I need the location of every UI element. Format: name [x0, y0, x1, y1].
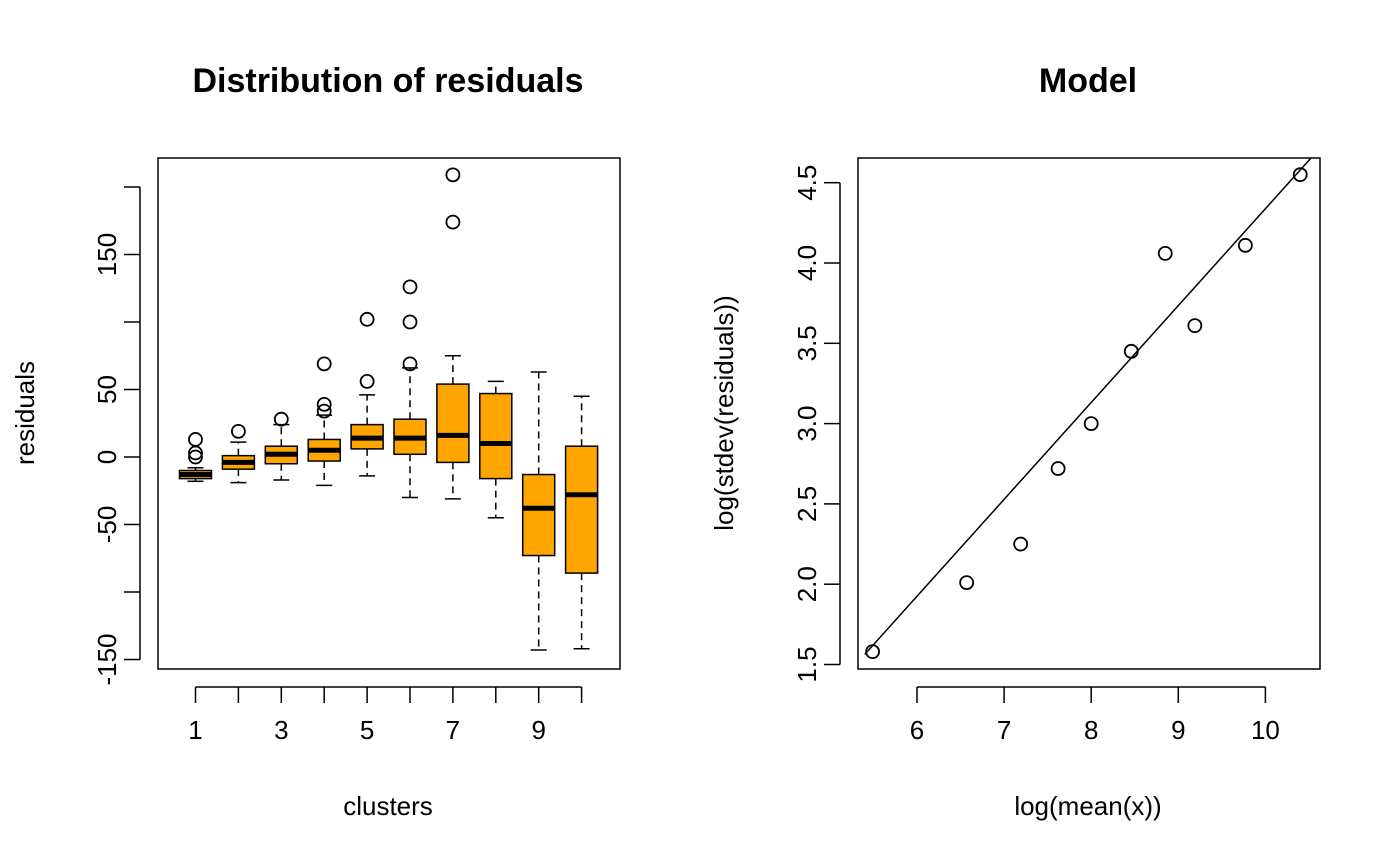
outlier-point — [359, 373, 375, 389]
box-cluster-7 — [436, 167, 470, 500]
right-plot-frame — [857, 157, 1321, 670]
right-y-tick-label: 4.0 — [792, 245, 822, 281]
left-y-tick-label: -150 — [92, 633, 122, 685]
right-y-tick-label: 4.5 — [792, 165, 822, 201]
right-y-tick-label: 2.0 — [792, 566, 822, 602]
left-y-tick-label: 150 — [92, 233, 122, 276]
regression-fit-line — [864, 158, 1313, 655]
box-cluster-1 — [178, 432, 213, 483]
left-x-tick-label: 7 — [446, 715, 460, 745]
scatter-point — [1157, 245, 1173, 261]
scatter-point — [959, 575, 975, 590]
box-cluster-10 — [564, 395, 599, 650]
outlier-point — [188, 432, 203, 447]
right-x-tick-label: 6 — [910, 715, 924, 745]
outlier-point — [402, 314, 418, 330]
box-cluster-8 — [479, 380, 513, 519]
left-chart-title: Distribution of residuals — [192, 62, 583, 100]
box-iqr — [479, 392, 513, 480]
outlier-point — [188, 445, 203, 461]
left-y-tick-label: -50 — [92, 506, 122, 544]
left-y-tick-label: 50 — [92, 375, 122, 404]
right-x-tick-label: 10 — [1251, 715, 1280, 745]
outlier-point — [316, 356, 332, 372]
box-cluster-9 — [521, 371, 556, 651]
right-chart-title: Model — [1039, 62, 1137, 100]
right-y-tick-label: 1.5 — [792, 646, 822, 682]
right-x-tick-label: 8 — [1084, 715, 1098, 745]
scatter-point — [1083, 416, 1099, 432]
outlier-point — [188, 449, 203, 465]
outlier-point — [273, 411, 289, 427]
box-cluster-3 — [264, 411, 299, 481]
left-y-axis-label: residuals — [10, 361, 40, 465]
scatter-point — [1237, 237, 1253, 253]
left-x-tick-label: 5 — [360, 715, 374, 745]
left-x-tick-label: 1 — [188, 715, 202, 745]
outlier-point — [359, 311, 375, 327]
left-x-tick-label: 3 — [274, 715, 288, 745]
outlier-point — [445, 167, 461, 183]
right-x-tick-label: 9 — [1171, 715, 1185, 745]
box-cluster-6 — [393, 279, 427, 499]
scatter-point — [1013, 536, 1029, 552]
right-x-axis-label: log(mean(x)) — [1014, 791, 1161, 821]
right-x-tick-label: 7 — [997, 715, 1011, 745]
scatter-point — [1050, 461, 1066, 476]
box-iqr — [564, 445, 599, 574]
outlier-point — [402, 356, 418, 372]
scatter-point — [1123, 343, 1139, 359]
box-cluster-4 — [307, 356, 341, 487]
outlier-point — [316, 396, 332, 412]
left-y-tick-label: 0 — [92, 450, 122, 464]
right-y-tick-label: 3.0 — [792, 406, 822, 442]
right-y-tick-label: 3.5 — [792, 325, 822, 361]
box-iqr — [521, 473, 556, 557]
right-y-tick-label: 2.5 — [792, 486, 822, 522]
scatter-point — [1292, 167, 1308, 183]
outlier-point — [445, 214, 461, 230]
outlier-point — [316, 403, 332, 419]
right-y-axis-label: log(stdev(residuals)) — [709, 295, 739, 531]
box-iqr — [436, 383, 470, 464]
outlier-point — [230, 423, 246, 439]
left-x-axis-label: clusters — [343, 791, 433, 821]
right-plot-area: 6 7 8 9 10 1.5 2.0 2.5 3.0 3.5 4.0 4.5 — [792, 158, 1313, 745]
scatter-point — [865, 644, 880, 660]
scatter-point — [1187, 318, 1203, 334]
box-cluster-5 — [350, 311, 384, 477]
left-plot-frame — [157, 157, 621, 670]
left-plot-area: -150 -50 0 50 150 1 3 5 7 9 — [92, 167, 599, 745]
left-x-tick-label: 9 — [531, 715, 545, 745]
outlier-point — [402, 279, 418, 295]
box-cluster-2 — [221, 423, 256, 484]
